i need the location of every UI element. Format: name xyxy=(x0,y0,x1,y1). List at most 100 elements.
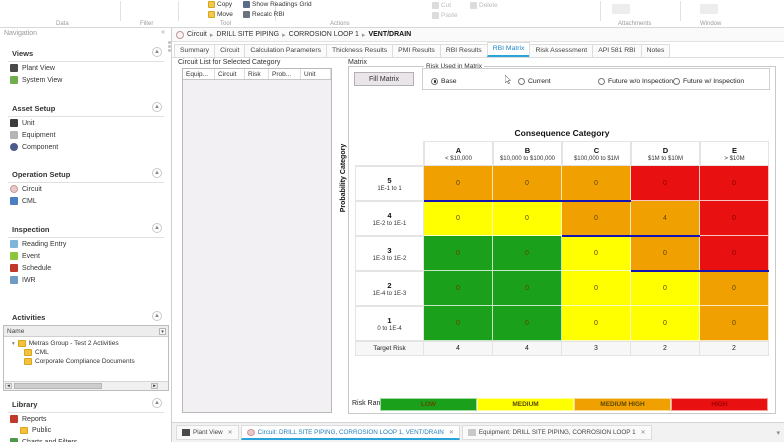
column-header-prob[interactable]: Prob... xyxy=(269,69,301,79)
matrix-cell-4D[interactable]: 4 xyxy=(631,201,700,236)
tab-overflow-icon[interactable]: ▾ xyxy=(776,429,780,437)
tab-summary[interactable]: Summary xyxy=(174,44,216,57)
matrix-cell-1E[interactable]: 0 xyxy=(700,306,769,341)
scroll-right-icon[interactable]: ▸ xyxy=(151,383,158,389)
section-toggle-asset-setup-icon[interactable]: ▲ xyxy=(152,102,162,112)
circuit-list-table[interactable]: Equip... Circuit Risk Prob... Unit xyxy=(182,68,332,413)
sidebar-item-reports[interactable]: Reports xyxy=(6,413,166,425)
close-icon[interactable]: ✕ xyxy=(227,430,233,436)
section-toggle-library-icon[interactable]: ▲ xyxy=(152,398,162,408)
expand-chevron-icon[interactable]: ▾ xyxy=(12,340,15,347)
matrix-cell-2B[interactable]: 0 xyxy=(493,271,562,306)
tree-item-corporate-compliance-documents[interactable]: Corporate Compliance Documents xyxy=(4,357,168,366)
tab-thickness-results[interactable]: Thickness Results xyxy=(326,44,394,57)
ribbon-paste-button[interactable]: Paste xyxy=(432,12,458,19)
close-icon[interactable]: ✕ xyxy=(448,429,454,436)
matrix-cell-1D[interactable]: 0 xyxy=(631,306,700,341)
section-toggle-inspection-icon[interactable]: ▲ xyxy=(152,223,162,233)
sidebar-item-schedule[interactable]: Schedule xyxy=(6,262,166,274)
radio-future-wo-inspection[interactable]: Future w/o Inspection xyxy=(598,77,673,85)
sidebar-item-cml[interactable]: CML xyxy=(6,195,166,207)
sidebar-item-system-view[interactable]: System View xyxy=(6,74,166,86)
sidebar-item-equipment[interactable]: Equipment xyxy=(6,129,166,141)
activities-horizontal-scrollbar[interactable]: ◂ ▸ xyxy=(4,381,168,390)
activities-column-header[interactable]: Name ▾ xyxy=(4,326,168,337)
section-toggle-operation-setup-icon[interactable]: ▲ xyxy=(152,168,162,178)
matrix-cell-4E[interactable]: 0 xyxy=(700,201,769,236)
window-placeholder[interactable] xyxy=(700,4,718,14)
tree-item-cml[interactable]: CML xyxy=(4,348,168,357)
matrix-cell-2A[interactable]: 0 xyxy=(424,271,493,306)
matrix-cell-4B[interactable]: 0 xyxy=(493,201,562,236)
radio-dot-icon[interactable] xyxy=(673,77,680,85)
sidebar-item-event[interactable]: Event xyxy=(6,250,166,262)
sidebar-item-unit[interactable]: Unit xyxy=(6,117,166,129)
scrollbar-thumb[interactable] xyxy=(14,383,102,389)
matrix-cell-5E[interactable]: 0 xyxy=(700,166,769,201)
sidebar-item-component[interactable]: Component xyxy=(6,141,166,153)
column-header-equipment[interactable]: Equip... xyxy=(183,69,215,79)
matrix-cell-2E[interactable]: 0 xyxy=(700,271,769,306)
ribbon-move-button[interactable]: Move xyxy=(208,11,233,18)
tab-rbi-results[interactable]: RBI Results xyxy=(439,44,488,57)
sidebar-item-iwr[interactable]: IWR xyxy=(6,274,166,286)
fill-matrix-button[interactable]: Fill Matrix xyxy=(354,72,414,86)
tab-api-581-rbi[interactable]: API 581 RBI xyxy=(592,44,642,57)
scroll-left-icon[interactable]: ◂ xyxy=(5,383,12,389)
matrix-cell-2C[interactable]: 0 xyxy=(562,271,631,306)
tab-risk-assessment[interactable]: Risk Assessment xyxy=(529,44,594,57)
radio-dot-icon[interactable] xyxy=(518,77,525,85)
close-icon[interactable]: ✕ xyxy=(640,430,646,436)
column-header-circuit[interactable]: Circuit xyxy=(215,69,245,79)
sidebar-item-public[interactable]: Public xyxy=(6,425,166,436)
matrix-cell-1A[interactable]: 0 xyxy=(424,306,493,341)
matrix-cell-3E[interactable]: 0 xyxy=(700,236,769,271)
attachments-placeholder[interactable] xyxy=(612,4,630,14)
rbi-risk-matrix[interactable]: A < $10,000 B $10,000 to $100,000 C $100,000 … xyxy=(355,141,769,356)
activities-header-menu-icon[interactable]: ▾ xyxy=(159,328,166,335)
breadcrumb-part[interactable]: CORROSION LOOP 1 xyxy=(288,31,359,38)
matrix-cell-2D[interactable]: 0 xyxy=(631,271,700,306)
column-header-unit[interactable]: Unit xyxy=(301,69,331,79)
matrix-cell-4C[interactable]: 0 xyxy=(562,201,631,236)
matrix-cell-3D[interactable]: 0 xyxy=(631,236,700,271)
matrix-cell-3A[interactable]: 0 xyxy=(424,236,493,271)
radio-base[interactable]: Base xyxy=(431,77,457,85)
sidebar-item-circuit[interactable]: Circuit xyxy=(6,183,166,195)
tab-notes[interactable]: Notes xyxy=(640,44,671,57)
bottom-tab-equipment[interactable]: Equipment: DRILL SITE PIPING, CORROSION … xyxy=(461,425,652,440)
sidebar-collapse-icon[interactable]: « xyxy=(161,29,165,36)
tab-pmi-results[interactable]: PMI Results xyxy=(392,44,441,57)
section-toggle-activities-icon[interactable]: ▲ xyxy=(152,311,162,321)
section-toggle-views-icon[interactable]: ▲ xyxy=(152,47,162,57)
column-header-risk[interactable]: Risk xyxy=(245,69,269,79)
matrix-cell-5D[interactable]: 0 xyxy=(631,166,700,201)
bottom-tab-circuit[interactable]: Circuit: DRILL SITE PIPING, CORROSION LO… xyxy=(240,425,460,440)
bottom-tab-plant-view[interactable]: Plant View ✕ xyxy=(176,425,239,440)
ribbon-show-readings-grid-button[interactable]: Show Readings Grid xyxy=(243,1,312,8)
matrix-cell-5A[interactable]: 0 xyxy=(424,166,493,201)
breadcrumb-part[interactable]: DRILL SITE PIPING xyxy=(216,31,280,38)
breadcrumb-part[interactable]: Circuit xyxy=(187,31,207,38)
matrix-cell-5B[interactable]: 0 xyxy=(493,166,562,201)
radio-dot-icon[interactable] xyxy=(431,77,438,85)
panel-splitter[interactable] xyxy=(167,40,172,415)
matrix-cell-3B[interactable]: 0 xyxy=(493,236,562,271)
sidebar-item-reading-entry[interactable]: Reading Entry xyxy=(6,238,166,250)
tab-circuit[interactable]: Circuit xyxy=(214,44,246,57)
radio-future-w-inspection[interactable]: Future w/ Inspection xyxy=(673,77,744,85)
sidebar-item-plant-view[interactable]: Plant View xyxy=(6,62,166,74)
radio-dot-icon[interactable] xyxy=(598,77,605,85)
matrix-cell-4A[interactable]: 0 xyxy=(424,201,493,236)
matrix-cell-1C[interactable]: 0 xyxy=(562,306,631,341)
tab-rbi-matrix[interactable]: RBI Matrix xyxy=(486,42,531,57)
ribbon-cut-button[interactable]: Cut xyxy=(432,2,451,9)
matrix-cell-3C[interactable]: 0 xyxy=(562,236,631,271)
matrix-cell-5C[interactable]: 0 xyxy=(562,166,631,201)
radio-current[interactable]: Current xyxy=(518,77,551,85)
ribbon-delete-button[interactable]: Delete xyxy=(470,2,498,9)
ribbon-recalc-rbi-button[interactable]: Recalc RBI xyxy=(243,11,285,18)
tab-calculation-parameters[interactable]: Calculation Parameters xyxy=(244,44,328,57)
matrix-cell-1B[interactable]: 0 xyxy=(493,306,562,341)
sidebar-item-charts-and-filters[interactable]: Charts and Filters xyxy=(6,436,166,442)
